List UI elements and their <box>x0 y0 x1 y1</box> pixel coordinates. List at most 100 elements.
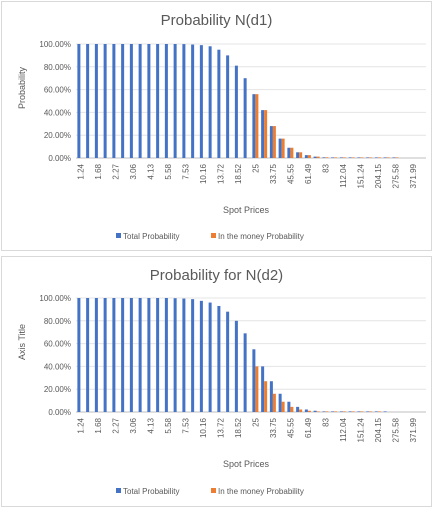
bar-in-the-money-probability <box>342 157 346 158</box>
bar-in-the-money-probability <box>351 157 355 158</box>
x-tick-label: 112.04 <box>339 417 348 441</box>
bar-total-probability <box>322 411 326 412</box>
bar-total-probability <box>94 44 98 158</box>
legend-label-total: Total Probability <box>123 232 179 241</box>
bar-total-probability <box>304 409 308 412</box>
legend-swatch-itm <box>211 233 216 238</box>
bar-in-the-money-probability <box>342 411 346 412</box>
bar-total-probability <box>226 311 230 412</box>
bar-in-the-money-probability <box>281 401 285 412</box>
bar-total-probability <box>121 298 125 412</box>
x-tick-label: 7.53 <box>181 163 190 179</box>
chart-nd1-svg: Probability N(d1) Probability Spot Price… <box>17 12 426 241</box>
y-axis-title: Probability <box>17 66 27 109</box>
bar-total-probability <box>357 157 361 158</box>
bar-total-probability <box>138 44 142 158</box>
bar-in-the-money-probability <box>325 411 329 412</box>
x-tick-label: 275.58 <box>391 163 400 188</box>
chart-title: Probability for N(d2) <box>150 267 283 284</box>
bar-total-probability <box>199 45 203 158</box>
y-axis-title: Axis Title <box>17 324 27 360</box>
bar-total-probability <box>173 44 177 158</box>
x-tick-label: 112.04 <box>339 163 348 187</box>
bar-total-probability <box>199 300 203 412</box>
y-tick-label: 80.00% <box>44 63 71 72</box>
bar-total-probability <box>112 44 116 158</box>
x-axis-title: Spot Prices <box>223 459 270 469</box>
legend-swatch-total <box>116 233 121 238</box>
bar-total-probability <box>129 298 133 412</box>
bar-total-probability <box>217 305 221 412</box>
bar-total-probability <box>77 298 81 412</box>
legend-swatch-total <box>116 488 121 493</box>
y-tick-label: 80.00% <box>44 317 71 326</box>
bar-total-probability <box>147 44 151 158</box>
chart-nd2-svg: Probability for N(d2) Axis Title Spot Pr… <box>17 267 426 496</box>
bar-total-probability <box>208 46 212 158</box>
bar-total-probability <box>191 44 195 158</box>
x-tick-label: 5.58 <box>164 417 173 433</box>
x-tick-label: 275.58 <box>391 417 400 442</box>
x-tick-label: 13.72 <box>216 417 225 438</box>
bar-in-the-money-probability <box>264 381 268 412</box>
bar-total-probability <box>86 44 90 158</box>
bar-total-probability <box>112 298 116 412</box>
bar-total-probability <box>383 157 387 158</box>
x-tick-label: 18.52 <box>234 417 243 438</box>
bar-total-probability <box>322 157 326 158</box>
y-tick-label: 20.00% <box>44 385 71 394</box>
bar-total-probability <box>138 298 142 412</box>
bar-total-probability <box>366 157 370 158</box>
bar-total-probability <box>182 298 186 412</box>
y-tick-label: 40.00% <box>44 108 71 117</box>
bar-total-probability <box>164 44 168 158</box>
y-tick-label: 40.00% <box>44 362 71 371</box>
bar-total-probability <box>156 298 160 412</box>
bar-total-probability <box>374 157 378 158</box>
x-tick-label: 4.13 <box>146 163 155 179</box>
bar-in-the-money-probability <box>272 126 276 158</box>
bar-in-the-money-probability <box>307 410 311 412</box>
bar-total-probability <box>392 157 396 158</box>
bar-total-probability <box>366 411 370 412</box>
x-tick-label: 1.24 <box>76 417 85 433</box>
bar-total-probability <box>226 55 230 158</box>
y-tick-label: 100.00% <box>39 294 71 303</box>
bar-in-the-money-probability <box>264 110 268 158</box>
bar-total-probability <box>269 126 273 158</box>
x-tick-label: 33.75 <box>269 163 278 184</box>
legend-label-itm: In the money Probability <box>218 487 304 496</box>
bar-total-probability <box>173 298 177 412</box>
bar-in-the-money-probability <box>395 157 399 158</box>
x-tick-label: 10.16 <box>199 417 208 438</box>
legend-label-total: Total Probability <box>123 487 179 496</box>
bar-total-probability <box>304 155 308 158</box>
bar-total-probability <box>331 157 335 158</box>
bar-in-the-money-probability <box>351 411 355 412</box>
bar-total-probability <box>86 298 90 412</box>
x-tick-label: 1.24 <box>76 163 85 179</box>
bar-in-the-money-probability <box>290 147 294 158</box>
x-tick-label: 61.49 <box>304 417 313 438</box>
x-tick-label: 1.68 <box>94 163 103 179</box>
bar-total-probability <box>374 411 378 412</box>
bar-total-probability <box>182 44 186 158</box>
legend-swatch-itm <box>211 488 216 493</box>
y-tick-label: 0.00% <box>48 154 71 163</box>
x-tick-label: 5.58 <box>164 163 173 179</box>
bar-in-the-money-probability <box>360 411 364 412</box>
bar-total-probability <box>129 44 133 158</box>
x-tick-label: 83 <box>321 163 330 172</box>
bar-total-probability <box>77 44 81 158</box>
x-axis: 1.24 1.68 2.27 3.06 4.13 5.58 7.53 10.16 13.72 18… <box>76 417 417 442</box>
x-tick-label: 2.27 <box>111 417 120 433</box>
x-tick-label: 10.16 <box>199 163 208 184</box>
bar-total-probability <box>164 298 168 412</box>
x-tick-label: 83 <box>321 417 330 426</box>
bar-total-probability <box>121 44 125 158</box>
bar-total-probability <box>208 302 212 412</box>
bar-total-probability <box>234 320 238 412</box>
bar-total-probability <box>278 393 282 412</box>
bar-total-probability <box>261 110 265 158</box>
bar-total-probability <box>296 406 300 412</box>
